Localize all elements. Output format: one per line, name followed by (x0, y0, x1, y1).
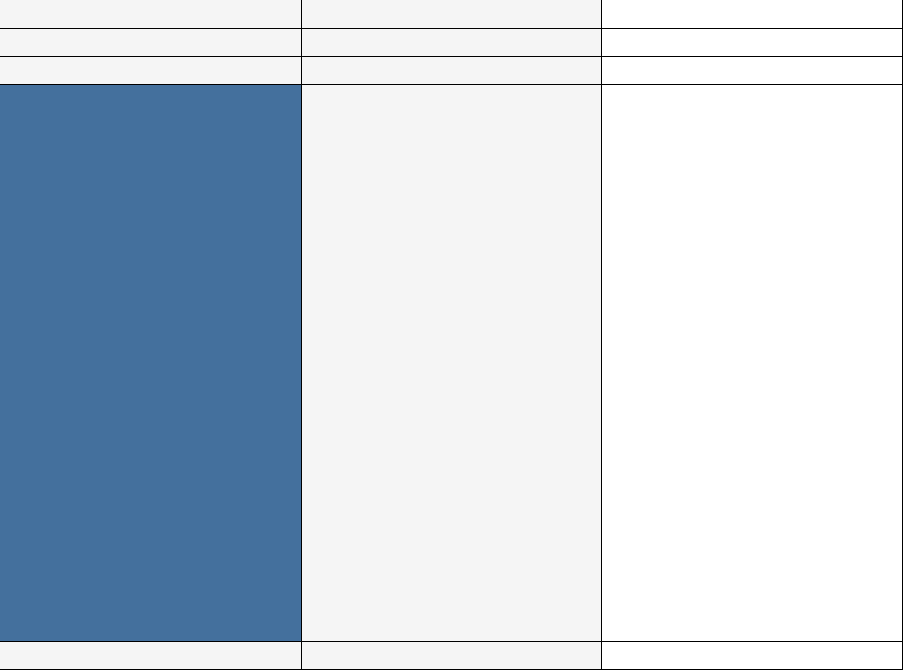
cell (302, 57, 602, 85)
cell (302, 642, 602, 670)
cell (0, 642, 302, 670)
cell (0, 0, 302, 29)
selected-cell (0, 85, 302, 642)
cell (602, 57, 903, 85)
cell (602, 0, 903, 29)
cell (302, 0, 602, 29)
cell (602, 29, 903, 57)
cell (0, 29, 302, 57)
cell (0, 57, 302, 85)
cell (602, 85, 903, 642)
cell (302, 85, 602, 642)
cell (602, 642, 903, 670)
cell (302, 29, 602, 57)
